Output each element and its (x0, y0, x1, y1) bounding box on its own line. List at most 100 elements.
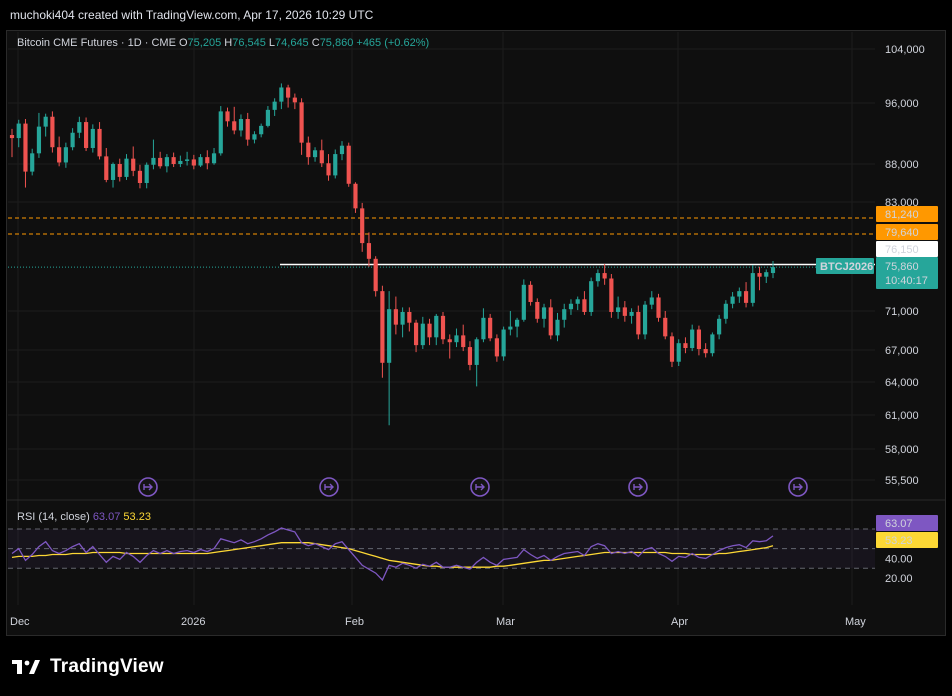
candle[interactable] (770, 261, 776, 279)
candle[interactable] (427, 318, 432, 346)
candle[interactable] (178, 155, 183, 168)
candle[interactable] (454, 328, 459, 348)
candle[interactable] (90, 124, 95, 153)
candle[interactable] (589, 277, 594, 316)
candle[interactable] (104, 147, 109, 183)
candle[interactable] (494, 334, 499, 362)
candle[interactable] (508, 311, 513, 336)
candle[interactable] (63, 142, 68, 168)
candle[interactable] (272, 98, 277, 116)
candle[interactable] (730, 292, 735, 309)
candle[interactable] (9, 128, 15, 158)
candle[interactable] (279, 83, 284, 110)
candle[interactable] (131, 146, 136, 177)
candle[interactable] (205, 150, 210, 170)
candle[interactable] (548, 299, 553, 340)
candle[interactable] (764, 269, 769, 284)
candle[interactable] (616, 296, 621, 319)
candle[interactable] (642, 301, 648, 340)
candle[interactable] (185, 151, 190, 166)
candle[interactable] (467, 341, 473, 371)
candle[interactable] (158, 151, 163, 169)
candle[interactable] (481, 308, 486, 343)
candle[interactable] (723, 300, 728, 324)
candle[interactable] (676, 339, 681, 366)
candle[interactable] (380, 285, 385, 378)
candle[interactable] (319, 139, 324, 168)
candle[interactable] (366, 232, 372, 267)
candle[interactable] (23, 119, 28, 188)
candle[interactable] (387, 291, 392, 426)
candle[interactable] (400, 307, 405, 338)
event-marker-icon[interactable] (319, 477, 339, 497)
candle[interactable] (83, 117, 89, 152)
candle[interactable] (575, 296, 580, 311)
candle[interactable] (225, 107, 230, 127)
candle[interactable] (440, 311, 446, 345)
event-marker-icon[interactable] (628, 477, 648, 497)
candle[interactable] (622, 301, 627, 322)
candle[interactable] (265, 106, 270, 128)
candle[interactable] (70, 128, 75, 151)
candle[interactable] (541, 303, 547, 328)
candle[interactable] (171, 152, 176, 168)
candle[interactable] (164, 154, 169, 173)
candle[interactable] (306, 136, 311, 165)
event-marker-icon[interactable] (788, 477, 808, 497)
candle[interactable] (326, 154, 331, 181)
candle[interactable] (373, 256, 378, 297)
candle[interactable] (393, 296, 398, 335)
candle[interactable] (528, 281, 533, 306)
candle[interactable] (501, 326, 506, 361)
candle[interactable] (568, 299, 574, 315)
event-marker-icon[interactable] (138, 477, 158, 497)
candle[interactable] (669, 332, 675, 368)
candle[interactable] (211, 147, 217, 165)
candle[interactable] (413, 319, 419, 353)
candle[interactable] (124, 154, 129, 180)
candle[interactable] (346, 142, 351, 187)
candle[interactable] (447, 334, 452, 359)
candle[interactable] (16, 119, 21, 148)
candle[interactable] (434, 313, 439, 346)
candle[interactable] (312, 147, 318, 162)
tradingview-logo[interactable]: TradingView (12, 656, 164, 678)
candle[interactable] (407, 307, 412, 332)
candle[interactable] (151, 139, 156, 170)
candle[interactable] (144, 162, 149, 189)
candle[interactable] (353, 182, 358, 213)
chart-frame[interactable] (6, 30, 946, 636)
candle[interactable] (30, 148, 35, 176)
candle[interactable] (77, 116, 82, 139)
candle[interactable] (43, 113, 48, 137)
candle[interactable] (582, 291, 587, 315)
candle[interactable] (259, 123, 264, 138)
candle[interactable] (562, 303, 567, 328)
candle[interactable] (602, 264, 607, 285)
candle[interactable] (461, 324, 466, 352)
candle[interactable] (683, 337, 688, 354)
candle[interactable] (636, 305, 641, 340)
candle[interactable] (420, 316, 425, 350)
event-marker-icon[interactable] (470, 477, 490, 497)
candle[interactable] (218, 106, 223, 156)
candle[interactable] (36, 112, 42, 158)
candle[interactable] (50, 111, 55, 153)
candle[interactable] (609, 273, 614, 318)
candle[interactable] (710, 332, 715, 357)
candle[interactable] (117, 158, 122, 182)
candle[interactable] (97, 122, 102, 160)
candle[interactable] (198, 154, 203, 168)
candle[interactable] (299, 98, 304, 155)
candle[interactable] (515, 317, 520, 338)
candle[interactable] (750, 264, 755, 307)
candle[interactable] (690, 324, 695, 352)
candle[interactable] (360, 202, 365, 252)
candle[interactable] (757, 266, 762, 291)
candle[interactable] (717, 314, 722, 340)
candle[interactable] (57, 136, 62, 167)
candle[interactable] (656, 293, 661, 322)
candle[interactable] (535, 298, 540, 323)
candle[interactable] (649, 291, 654, 310)
candle[interactable] (110, 162, 116, 188)
